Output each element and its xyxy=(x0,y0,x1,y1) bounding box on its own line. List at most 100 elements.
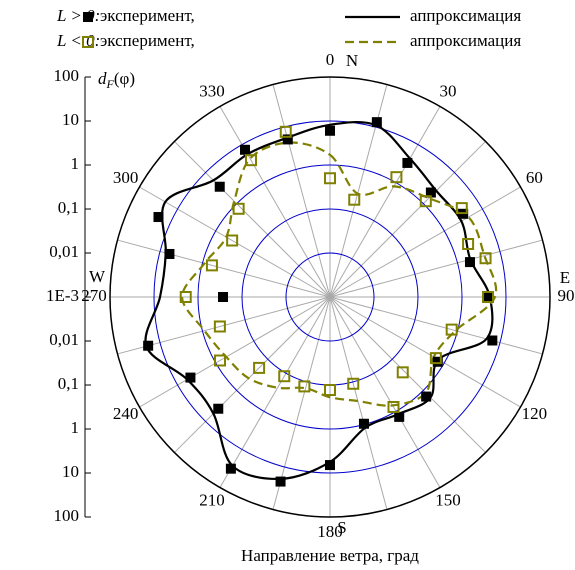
radial-tick-label: 1 xyxy=(71,418,80,437)
data-point xyxy=(479,252,492,265)
data-point xyxy=(143,340,154,351)
data-point xyxy=(358,418,369,429)
data-point xyxy=(390,171,403,184)
angle-grid-line xyxy=(329,84,388,298)
legend-group-label: L < 0: xyxy=(56,31,100,50)
radial-tick-label: 10 xyxy=(62,110,79,129)
angle-tick-label: 180 xyxy=(317,522,343,541)
legend-label: аппроксимация xyxy=(410,31,521,50)
data-point xyxy=(445,323,458,336)
data-point xyxy=(232,202,245,215)
data-point xyxy=(482,292,493,302)
data-point xyxy=(164,248,175,259)
data-point xyxy=(244,154,257,167)
data-point xyxy=(179,291,192,303)
data-point xyxy=(394,411,405,422)
data-point xyxy=(226,234,239,247)
legend-label: эксперимент, xyxy=(100,6,195,25)
radial-tick-label: 1 xyxy=(71,154,80,173)
angle-grid-line xyxy=(329,296,521,408)
angle-tick-label: 270 xyxy=(81,286,107,305)
angle-tick-label: 330 xyxy=(199,82,225,101)
compass-label: N xyxy=(346,51,358,70)
angle-grid-line xyxy=(329,141,486,298)
angle-tick-label: 90 xyxy=(558,286,575,305)
angle-tick-label: 60 xyxy=(526,168,543,187)
data-point xyxy=(419,195,432,208)
radial-tick-label: 100 xyxy=(54,506,80,525)
radial-grid-circle xyxy=(197,164,463,430)
legend-label: аппроксимация xyxy=(410,6,521,25)
angle-tick-label: 30 xyxy=(440,82,457,101)
radial-tick-label: 100 xyxy=(54,66,80,85)
data-point xyxy=(348,193,361,206)
data-point xyxy=(240,144,251,155)
angle-grid-line xyxy=(329,186,521,298)
data-point xyxy=(325,460,335,471)
data-point xyxy=(432,356,443,367)
angle-grid-line xyxy=(219,296,331,488)
legend-group-label: L > 0: xyxy=(56,6,100,25)
data-point xyxy=(298,380,311,393)
angle-tick-label: 0 xyxy=(326,50,335,69)
radial-tick-label: 10 xyxy=(62,462,79,481)
angle-grid-line xyxy=(329,239,543,298)
legend-label: эксперимент, xyxy=(100,31,195,50)
angle-grid-line xyxy=(139,186,331,298)
data-point xyxy=(347,377,360,390)
legend-marker xyxy=(82,36,94,48)
y-label-rest: (φ) xyxy=(114,69,135,88)
y-label-base: d xyxy=(98,69,107,88)
data-point xyxy=(205,259,218,272)
legend-marker xyxy=(83,12,93,22)
radial-tick-label: 0,01 xyxy=(49,330,79,349)
angle-grid-line xyxy=(272,84,331,298)
data-point xyxy=(225,463,236,474)
data-point xyxy=(325,125,335,136)
compass-label: W xyxy=(89,267,106,286)
y-label-sub: F xyxy=(106,77,115,91)
data-point xyxy=(387,400,400,413)
angle-grid-line xyxy=(329,296,441,488)
data-point xyxy=(402,157,413,168)
data-point xyxy=(275,476,286,487)
data-point xyxy=(429,352,442,365)
data-point xyxy=(218,292,229,302)
angle-grid-line xyxy=(329,106,441,298)
data-point xyxy=(396,366,409,379)
data-point xyxy=(421,391,432,402)
radial-tick-label: 0,1 xyxy=(58,374,79,393)
data-point xyxy=(282,134,293,145)
radial-tick-label: 0,1 xyxy=(58,198,79,217)
data-point xyxy=(279,125,292,138)
data-point xyxy=(214,181,225,192)
angle-grid-line xyxy=(139,296,331,408)
data-point xyxy=(278,370,291,383)
angle-grid-line xyxy=(174,141,331,298)
data-point xyxy=(482,291,495,303)
compass-label: S xyxy=(337,518,346,537)
x-axis-label: Направление ветра, град xyxy=(241,546,419,565)
data-point xyxy=(213,403,224,414)
angle-grid-line xyxy=(329,296,388,510)
radial-tick-label: 1E-3 xyxy=(46,286,79,305)
angle-tick-label: 210 xyxy=(199,490,225,509)
angle-tick-label: 150 xyxy=(435,490,461,509)
data-point xyxy=(214,354,227,367)
radial-grid-circle xyxy=(285,252,375,342)
y-axis-label: dF(φ) xyxy=(98,69,135,91)
data-point xyxy=(213,320,226,333)
data-point xyxy=(253,361,266,374)
data-point xyxy=(487,335,498,346)
angle-grid-line xyxy=(272,296,331,510)
data-point xyxy=(324,384,336,397)
radial-tick-label: 0,01 xyxy=(49,242,79,261)
angle-grid-line xyxy=(219,106,331,298)
data-point xyxy=(185,372,196,383)
angle-grid-line xyxy=(329,296,543,355)
data-point xyxy=(455,202,468,215)
data-point xyxy=(324,172,336,185)
angle-tick-label: 240 xyxy=(113,404,139,423)
